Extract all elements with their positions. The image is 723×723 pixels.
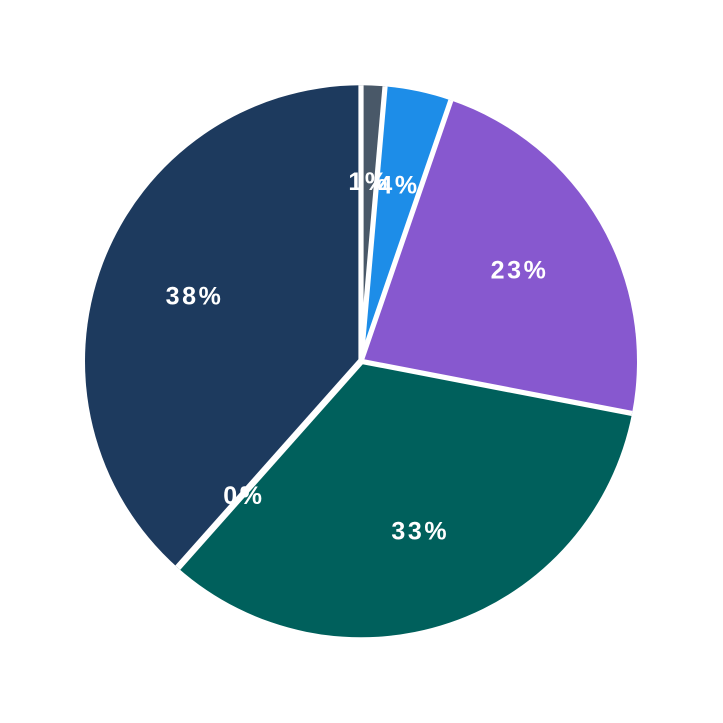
svg-text:4%: 4% bbox=[378, 171, 419, 199]
svg-text:1%: 1% bbox=[348, 168, 389, 196]
svg-text:38%: 38% bbox=[166, 282, 224, 310]
svg-text:0%: 0% bbox=[223, 482, 264, 510]
svg-text:23%: 23% bbox=[491, 256, 549, 284]
svg-text:33%: 33% bbox=[391, 518, 449, 546]
